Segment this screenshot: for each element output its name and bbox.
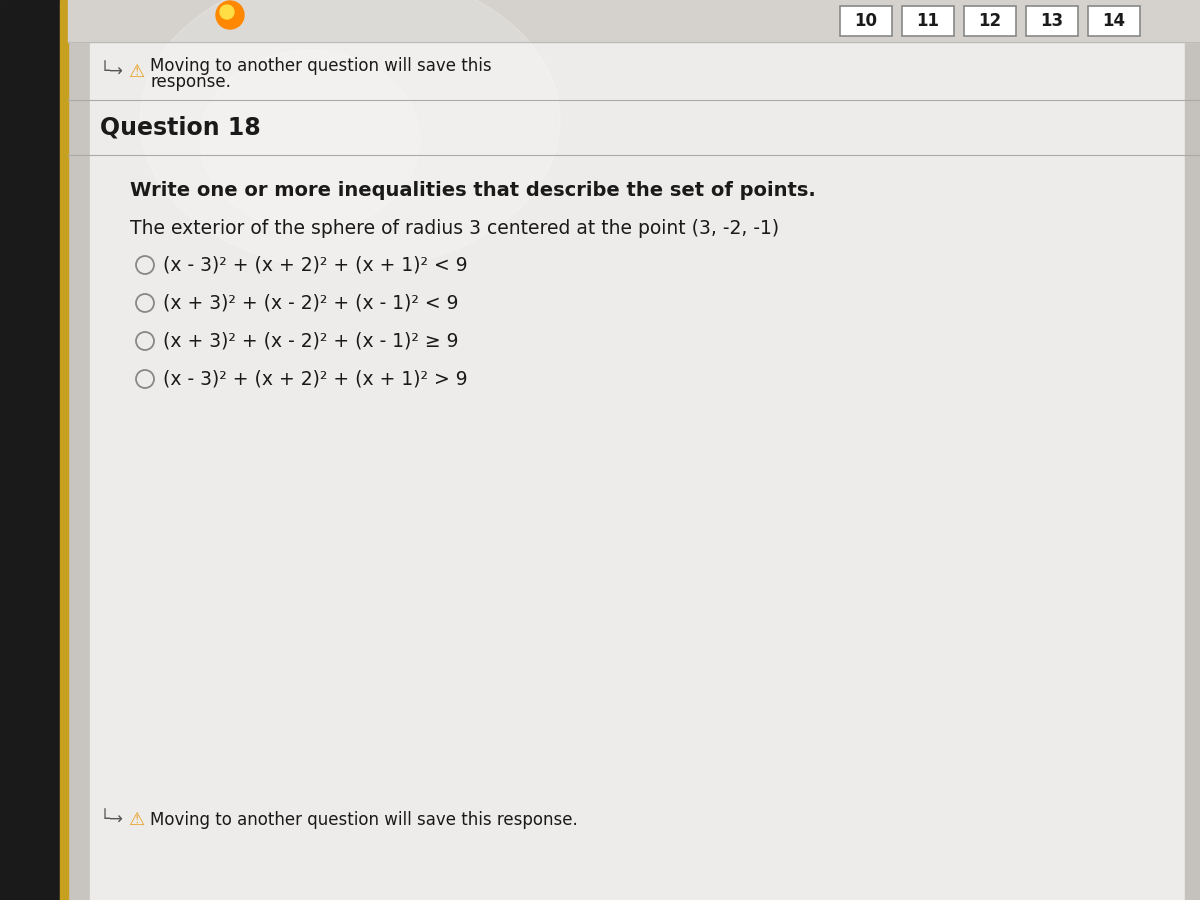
Bar xyxy=(902,6,954,36)
Text: Question 18: Question 18 xyxy=(100,116,260,140)
Text: 13: 13 xyxy=(1040,12,1063,30)
Text: (x + 3)² + (x - 2)² + (x - 1)² < 9: (x + 3)² + (x - 2)² + (x - 1)² < 9 xyxy=(163,293,458,312)
Bar xyxy=(1186,0,1200,900)
Bar xyxy=(60,0,68,900)
Text: (x - 3)² + (x + 2)² + (x + 1)² > 9: (x - 3)² + (x + 2)² + (x + 1)² > 9 xyxy=(163,370,468,389)
Text: ⚠: ⚠ xyxy=(128,811,144,829)
Circle shape xyxy=(216,1,244,29)
Bar xyxy=(1088,6,1140,36)
Text: response.: response. xyxy=(150,73,230,91)
Bar xyxy=(1026,6,1078,36)
Text: (x + 3)² + (x - 2)² + (x - 1)² ≥ 9: (x + 3)² + (x - 2)² + (x - 1)² ≥ 9 xyxy=(163,331,458,350)
Text: Moving to another question will save this response.: Moving to another question will save thi… xyxy=(150,811,577,829)
Text: 14: 14 xyxy=(1103,12,1126,30)
Bar xyxy=(964,6,1016,36)
Text: 11: 11 xyxy=(917,12,940,30)
Bar xyxy=(840,6,892,36)
Text: ⚠: ⚠ xyxy=(128,63,144,81)
Ellipse shape xyxy=(140,0,560,270)
Text: Write one or more inequalities that describe the set of points.: Write one or more inequalities that desc… xyxy=(130,181,816,200)
Text: Moving to another question will save this: Moving to another question will save thi… xyxy=(150,57,492,75)
Text: 12: 12 xyxy=(978,12,1002,30)
Ellipse shape xyxy=(200,50,420,230)
Bar xyxy=(68,0,1200,42)
Text: The exterior of the sphere of radius 3 centered at the point (3, -2, -1): The exterior of the sphere of radius 3 c… xyxy=(130,219,779,238)
Bar xyxy=(0,0,60,900)
Text: └→: └→ xyxy=(100,63,124,81)
Text: 10: 10 xyxy=(854,12,877,30)
Text: (x - 3)² + (x + 2)² + (x + 1)² < 9: (x - 3)² + (x + 2)² + (x + 1)² < 9 xyxy=(163,256,468,274)
Text: └→: └→ xyxy=(100,811,124,829)
Circle shape xyxy=(220,5,234,19)
